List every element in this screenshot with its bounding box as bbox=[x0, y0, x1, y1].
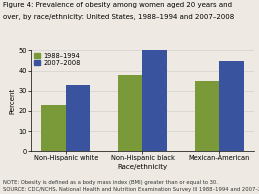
Bar bbox=[142, 50, 167, 151]
Text: NOTE: Obesity is defined as a body mass index (BMI) greater than or equal to 30.: NOTE: Obesity is defined as a body mass … bbox=[3, 180, 259, 192]
Legend: 1988–1994, 2007–2008: 1988–1994, 2007–2008 bbox=[32, 52, 82, 68]
Bar bbox=[219, 61, 244, 151]
Bar bbox=[118, 75, 142, 151]
Text: Figure 4: Prevalence of obesity among women aged 20 years and: Figure 4: Prevalence of obesity among wo… bbox=[3, 2, 232, 8]
Text: over, by race/ethnicity: United States, 1988–1994 and 2007–2008: over, by race/ethnicity: United States, … bbox=[3, 14, 234, 20]
Bar bbox=[41, 105, 66, 151]
X-axis label: Race/ethnicity: Race/ethnicity bbox=[117, 164, 168, 170]
Y-axis label: Percent: Percent bbox=[10, 88, 16, 114]
Bar bbox=[66, 85, 90, 151]
Bar bbox=[195, 81, 219, 151]
